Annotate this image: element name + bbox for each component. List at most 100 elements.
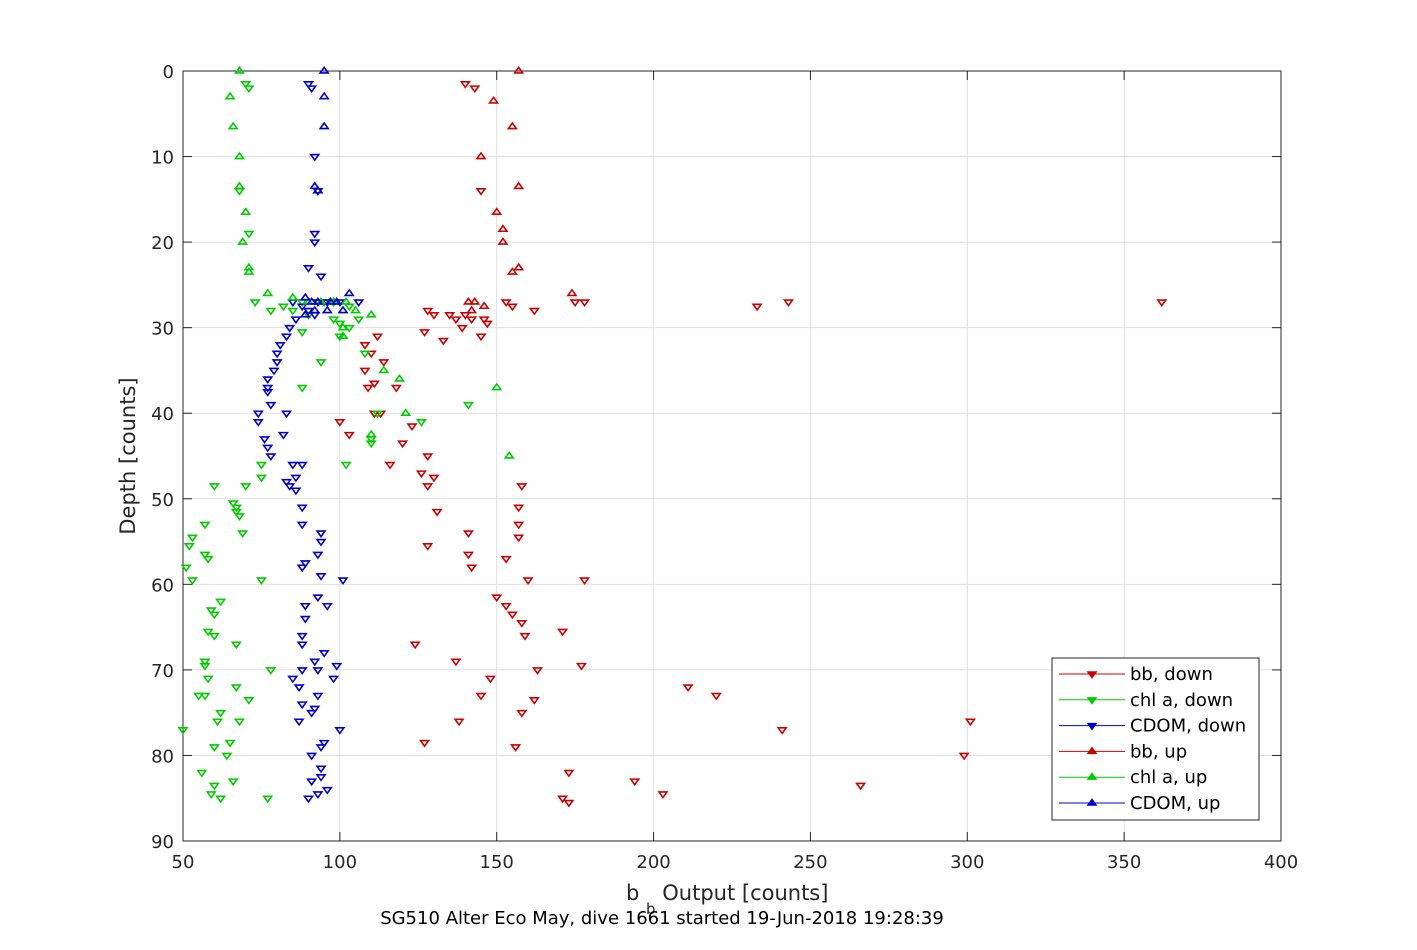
- data-point: [406, 423, 418, 432]
- data-point: [265, 667, 277, 675]
- x-axis-label: b b Output [counts]: [626, 881, 828, 919]
- data-point: [315, 530, 327, 538]
- data-point: [196, 769, 208, 778]
- series-2: [252, 81, 365, 804]
- data-point: [237, 530, 249, 538]
- data-point: [315, 765, 327, 774]
- x-tick-label: 50: [172, 852, 195, 873]
- data-point: [415, 470, 427, 479]
- data-point: [240, 483, 252, 491]
- data-point: [444, 312, 456, 320]
- data-point: [513, 534, 525, 543]
- data-point: [484, 675, 496, 684]
- data-point: [371, 333, 384, 342]
- data-point: [312, 594, 324, 603]
- data-point: [309, 705, 321, 714]
- data-point: [337, 577, 349, 586]
- data-point: [202, 675, 214, 684]
- x-axis-label-rest: Output [counts]: [662, 881, 828, 905]
- data-point: [462, 297, 475, 305]
- data-point: [315, 572, 327, 581]
- data-point: [287, 299, 299, 307]
- data-point: [302, 307, 315, 316]
- data-point: [378, 359, 390, 367]
- data-point: [400, 408, 412, 417]
- data-point: [287, 461, 299, 470]
- data-point: [287, 292, 299, 301]
- dive-caption: SG510 Alter Eco May, dive 1661 started 1…: [380, 908, 944, 929]
- data-point: [365, 350, 377, 359]
- data-point: [284, 483, 296, 491]
- data-point: [782, 299, 795, 307]
- data-point: [296, 384, 308, 393]
- data-point: [575, 662, 587, 671]
- series-3: [462, 66, 578, 314]
- data-point: [215, 598, 227, 607]
- x-axis-label-subscript: b: [646, 900, 656, 918]
- data-point: [469, 85, 481, 94]
- data-point: [450, 658, 462, 667]
- data-point: [205, 791, 217, 799]
- data-point: [312, 551, 324, 560]
- data-point: [296, 504, 308, 513]
- data-point: [497, 224, 509, 233]
- data-point: [478, 316, 490, 325]
- data-point: [557, 795, 569, 804]
- data-point: [328, 299, 340, 307]
- data-point: [240, 81, 252, 89]
- data-point: [265, 453, 277, 461]
- data-point: [578, 577, 591, 586]
- data-point: [296, 641, 308, 650]
- y-tick-label: 20: [151, 233, 174, 254]
- data-point: [274, 341, 286, 350]
- data-point: [296, 329, 308, 337]
- data-point: [299, 602, 311, 611]
- data-point: [309, 312, 321, 320]
- data-point: [215, 709, 227, 718]
- data-point: [306, 709, 318, 718]
- legend-marker: [1086, 697, 1098, 705]
- data-point: [390, 384, 402, 393]
- data-point: [488, 95, 500, 104]
- y-tick-label: 50: [151, 490, 174, 511]
- data-point: [309, 239, 321, 248]
- data-point: [315, 774, 327, 782]
- data-point: [306, 778, 318, 787]
- data-point: [528, 307, 540, 316]
- data-point: [296, 461, 308, 470]
- data-point: [491, 594, 503, 603]
- data-point: [262, 444, 274, 453]
- data-point: [475, 187, 487, 196]
- data-point: [271, 350, 283, 359]
- data-point: [368, 380, 380, 389]
- data-point: [296, 303, 308, 312]
- data-point: [531, 667, 544, 675]
- data-point: [343, 303, 355, 312]
- data-point: [353, 316, 365, 325]
- data-point: [280, 410, 293, 419]
- data-point: [393, 374, 406, 382]
- data-point: [321, 305, 333, 314]
- data-point: [243, 697, 255, 705]
- data-point: [227, 778, 239, 787]
- data-point: [500, 602, 512, 611]
- data-point: [312, 185, 324, 194]
- data-point: [262, 288, 274, 297]
- data-point: [306, 297, 318, 305]
- data-point: [337, 322, 349, 331]
- legend-box: [1051, 657, 1260, 821]
- y-tick-label: 30: [151, 319, 174, 340]
- data-point: [208, 744, 220, 752]
- data-point: [318, 66, 330, 74]
- data-point: [249, 299, 261, 307]
- data-point: [456, 324, 468, 333]
- series-1: [177, 81, 475, 804]
- data-point: [437, 337, 449, 346]
- data-point: [193, 692, 205, 701]
- legend-entry-label: chl a, up: [1130, 767, 1207, 788]
- data-point: [1156, 299, 1168, 307]
- data-point: [362, 384, 374, 393]
- data-point: [302, 81, 315, 89]
- data-point: [312, 692, 324, 701]
